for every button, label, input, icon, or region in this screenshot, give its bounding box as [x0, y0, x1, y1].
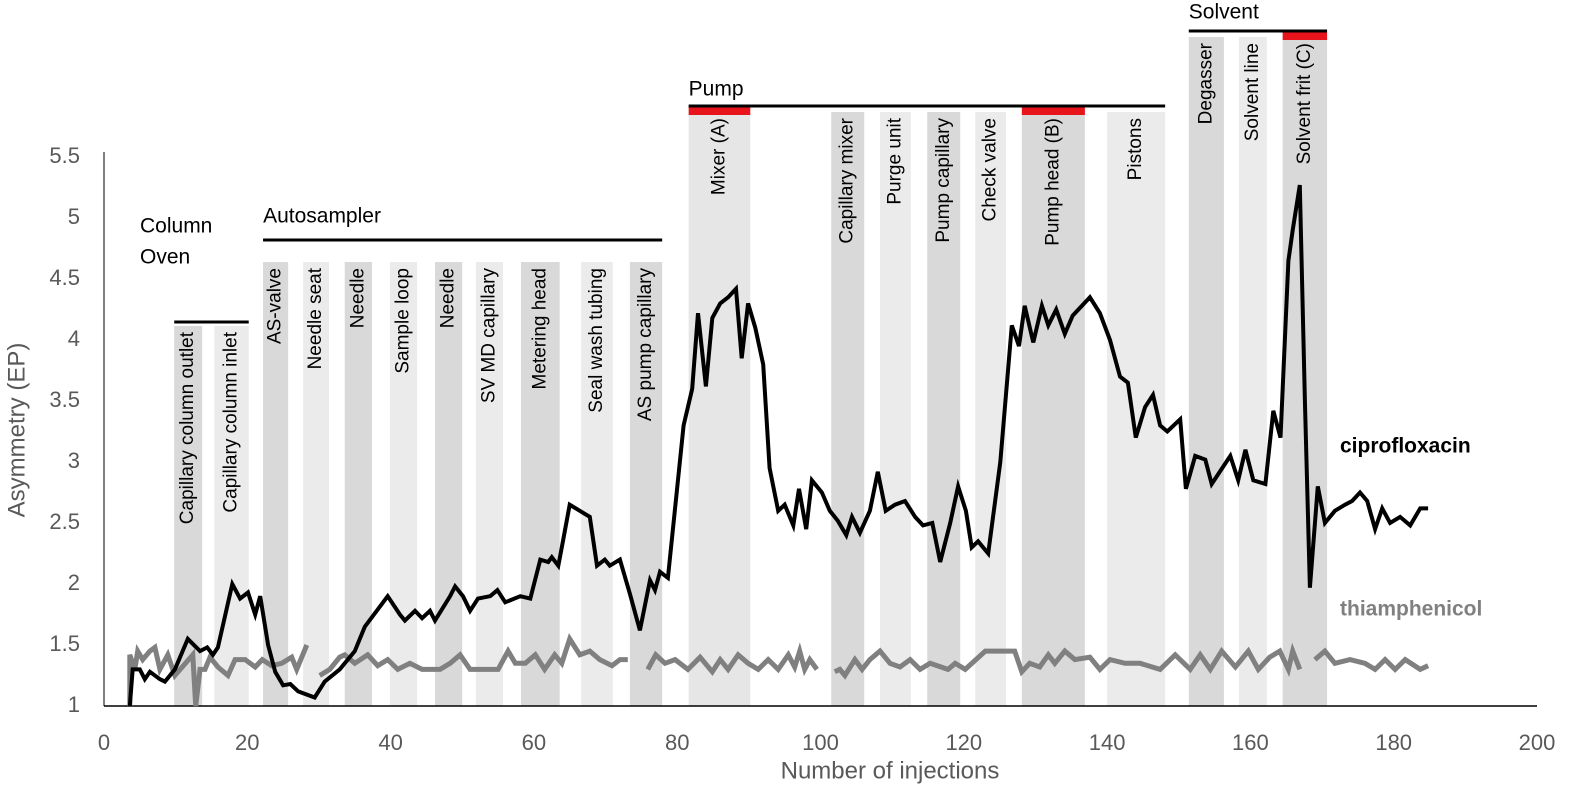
band: [927, 112, 961, 706]
band-label: Solvent frit (C): [1294, 43, 1315, 164]
band-label: Capillary mixer: [837, 117, 858, 243]
band-label: SV MD capillary: [478, 268, 499, 404]
band: [303, 262, 329, 706]
y-tick-label: 5: [68, 204, 80, 229]
band-label: Capillary column inlet: [221, 331, 242, 512]
group-label: Solvent: [1189, 1, 1259, 24]
band-label: AS pump capillary: [635, 268, 656, 422]
x-tick-label: 20: [235, 730, 259, 755]
y-tick-label: 2: [68, 570, 80, 595]
highlight-bar: [1282, 31, 1328, 40]
band-label: Pump head (B): [1042, 118, 1063, 246]
group-label: Pump: [689, 78, 744, 101]
y-tick-label: 4.5: [49, 265, 80, 290]
x-tick-label: 60: [522, 730, 546, 755]
x-tick-label: 0: [98, 730, 110, 755]
band: [1238, 37, 1267, 706]
band-label: Seal wash tubing: [586, 268, 607, 413]
highlight-bar: [1021, 106, 1085, 115]
band: [1188, 37, 1224, 706]
x-tick-label: 40: [378, 730, 402, 755]
band: [581, 262, 613, 706]
series-line: [127, 633, 1430, 707]
x-tick-label: 140: [1089, 730, 1126, 755]
x-tick-label: 200: [1519, 730, 1556, 755]
y-axis-title: Asymmetry (EP): [3, 343, 30, 518]
x-tick-label: 100: [802, 730, 839, 755]
band-label: AS-valve: [265, 268, 286, 344]
group-label: Autosampler: [263, 205, 381, 228]
band-label: Pistons: [1125, 118, 1146, 180]
y-tick-label: 2.5: [49, 509, 80, 534]
y-tick-label: 1: [68, 692, 80, 717]
band: [1021, 112, 1085, 706]
x-axis-title: Number of injections: [781, 757, 1000, 784]
band-label: Check valve: [980, 118, 1001, 222]
series-label: thiamphenicol: [1340, 598, 1482, 621]
y-tick-label: 3: [68, 448, 80, 473]
group-label: Column: [140, 215, 212, 238]
series-line: [127, 184, 1429, 707]
band-label: Sample loop: [393, 268, 414, 374]
y-tick-label: 3.5: [49, 387, 80, 412]
band: [629, 262, 663, 706]
band-label: Needle: [438, 268, 459, 328]
band: [389, 262, 418, 706]
band: [688, 112, 751, 706]
band: [879, 112, 911, 706]
band-label: Solvent line: [1242, 43, 1263, 141]
group-label: Oven: [140, 246, 190, 269]
series-label: ciprofloxacin: [1340, 435, 1471, 458]
x-tick-label: 160: [1232, 730, 1269, 755]
band-label: Needle seat: [305, 267, 326, 369]
y-tick-label: 5.5: [49, 143, 80, 168]
band-label: Purge unit: [884, 117, 905, 204]
band-label: Pump capillary: [933, 118, 954, 243]
band: [975, 112, 1007, 706]
band: [475, 262, 504, 706]
band: [435, 262, 463, 706]
x-tick-label: 120: [945, 730, 982, 755]
y-tick-label: 1.5: [49, 631, 80, 656]
y-tick-label: 4: [68, 326, 80, 351]
x-tick-label: 80: [665, 730, 689, 755]
band-label: Degasser: [1195, 42, 1216, 124]
band: [831, 112, 865, 706]
band-label: Metering head: [529, 268, 550, 389]
band-label: Mixer (A): [708, 118, 729, 195]
x-tick-label: 180: [1375, 730, 1412, 755]
highlight-bar: [688, 106, 751, 115]
band-label: Capillary column outlet: [177, 331, 198, 524]
band: [521, 262, 560, 706]
band: [344, 262, 372, 706]
band-label: Needle: [347, 268, 368, 328]
